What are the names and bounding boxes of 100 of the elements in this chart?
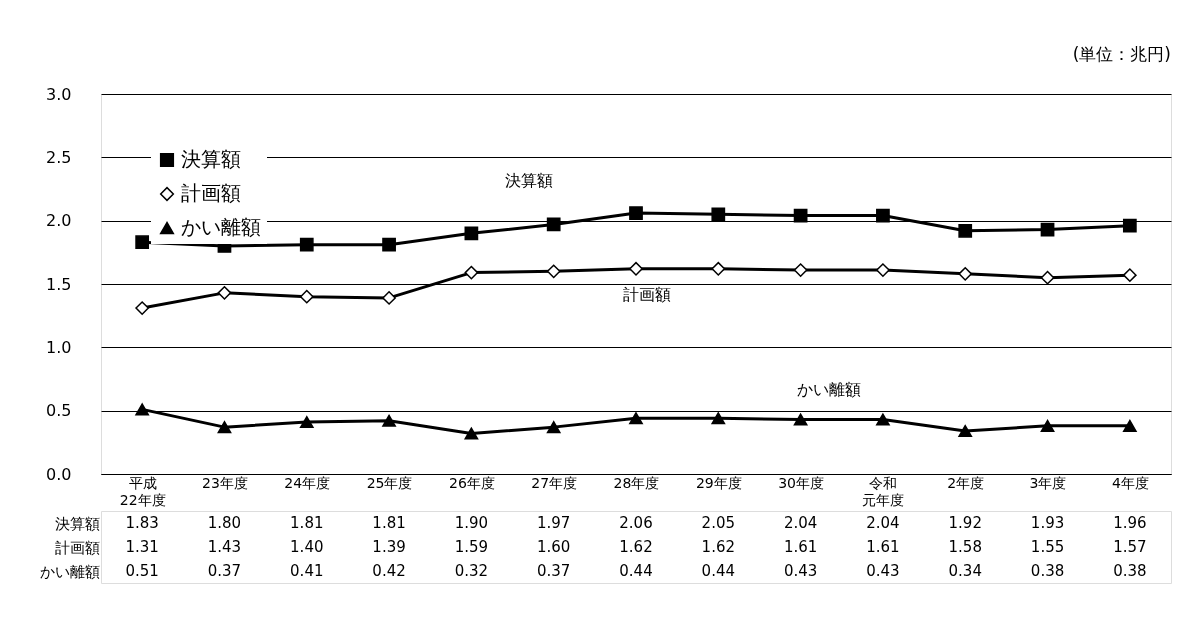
data-label: 1.97 bbox=[536, 514, 571, 532]
annotation: 決算額 bbox=[505, 171, 553, 190]
point bbox=[711, 412, 726, 425]
data-label: 1.92 bbox=[948, 514, 982, 532]
point bbox=[876, 263, 890, 277]
point bbox=[546, 421, 561, 434]
y-tick-label: 2.5 bbox=[46, 147, 72, 167]
data-label: 0.41 bbox=[290, 562, 324, 580]
data-label: 1.57 bbox=[1113, 538, 1147, 556]
data-label: 1.61 bbox=[783, 538, 818, 556]
data-label: 1.60 bbox=[536, 538, 571, 556]
point bbox=[135, 301, 150, 315]
point bbox=[464, 226, 479, 241]
data-label: 1.61 bbox=[866, 538, 900, 556]
legend-label: かい離額 bbox=[181, 215, 261, 239]
data-label: 2.04 bbox=[866, 514, 900, 532]
data-label: 1.39 bbox=[372, 538, 406, 556]
point bbox=[958, 424, 973, 437]
x-tick-label: 23年度 bbox=[202, 474, 248, 491]
point bbox=[711, 207, 726, 222]
point bbox=[876, 208, 890, 223]
data-label: 1.93 bbox=[1030, 514, 1065, 532]
data-label: 0.43 bbox=[783, 562, 818, 580]
point bbox=[135, 235, 150, 250]
x-tick-label: 29年度 bbox=[695, 474, 742, 491]
x-tick-label: 27年度 bbox=[531, 474, 578, 491]
point bbox=[217, 421, 232, 434]
x-tick-label: 2年度 bbox=[947, 474, 985, 491]
annotation: かい離額 bbox=[796, 380, 861, 399]
x-tick-label: 令和元年度 bbox=[862, 474, 905, 508]
point bbox=[464, 427, 479, 440]
data-label: 0.44 bbox=[619, 562, 653, 580]
point bbox=[546, 264, 561, 279]
data-label: 1.31 bbox=[125, 538, 159, 556]
y-tick-label: 1.5 bbox=[46, 274, 72, 294]
legend-label: 決算額 bbox=[181, 147, 241, 171]
point bbox=[1040, 270, 1055, 285]
data-label: 0.38 bbox=[1113, 562, 1147, 580]
data-label: 2.06 bbox=[619, 514, 653, 532]
point bbox=[135, 403, 150, 416]
y-tick-label: 0.5 bbox=[46, 401, 72, 421]
x-tick-label: 24年度 bbox=[284, 474, 331, 491]
data-label: 0.42 bbox=[372, 562, 406, 580]
data-label: 1.43 bbox=[207, 538, 242, 556]
x-tick-label: 4年度 bbox=[1111, 474, 1149, 491]
x-tick-label: 30年度 bbox=[778, 474, 825, 491]
point bbox=[958, 266, 973, 281]
point bbox=[629, 206, 643, 220]
point bbox=[793, 413, 808, 426]
point bbox=[629, 412, 643, 425]
data-label: 1.40 bbox=[290, 538, 324, 556]
x-tick-label: 25年度 bbox=[366, 474, 413, 491]
data-label: 2.04 bbox=[783, 514, 818, 532]
point bbox=[1122, 268, 1137, 283]
data-label: 1.81 bbox=[372, 514, 406, 532]
point bbox=[629, 261, 643, 276]
point bbox=[876, 413, 890, 426]
point bbox=[711, 261, 726, 276]
point bbox=[1040, 222, 1055, 237]
text: かい離額 bbox=[39, 562, 100, 581]
point bbox=[382, 291, 396, 305]
data-label: 1.62 bbox=[619, 538, 653, 556]
data-label: 0.37 bbox=[207, 562, 242, 580]
x-tick-label: 28年度 bbox=[613, 474, 660, 491]
x-tick-label: 平成22年度 bbox=[119, 474, 166, 508]
y-tick-label: 3.0 bbox=[46, 84, 72, 104]
text: (単位：兆円) bbox=[1072, 44, 1171, 64]
data-label: 1.81 bbox=[290, 514, 324, 532]
data-label: 0.37 bbox=[536, 562, 571, 580]
point bbox=[1040, 419, 1055, 432]
point bbox=[1122, 218, 1137, 233]
data-label: 0.34 bbox=[948, 562, 982, 580]
point bbox=[299, 289, 314, 304]
data-label: 0.51 bbox=[125, 562, 159, 580]
text: 決算額 bbox=[54, 514, 100, 533]
point bbox=[382, 237, 396, 252]
data-label: 1.59 bbox=[454, 538, 489, 556]
x-tick-label: 3年度 bbox=[1029, 474, 1067, 491]
data-label: 0.38 bbox=[1030, 562, 1065, 580]
y-tick-label: 1.0 bbox=[46, 337, 72, 357]
point bbox=[217, 285, 232, 300]
data-label: 0.32 bbox=[454, 562, 489, 580]
data-label: 1.80 bbox=[207, 514, 242, 532]
data-label: 0.43 bbox=[866, 562, 900, 580]
data-label: 1.58 bbox=[948, 538, 982, 556]
point bbox=[546, 217, 561, 232]
data-label: 1.55 bbox=[1030, 538, 1065, 556]
point bbox=[1122, 419, 1137, 432]
text: 計画額 bbox=[54, 538, 100, 557]
data-label: 1.90 bbox=[454, 514, 489, 532]
point bbox=[382, 414, 396, 427]
point bbox=[299, 416, 314, 429]
y-tick-label: 2.0 bbox=[46, 211, 72, 231]
point bbox=[299, 237, 314, 252]
x-tick-label: 26年度 bbox=[448, 474, 495, 491]
legend-label: 計画額 bbox=[181, 181, 241, 205]
point bbox=[793, 263, 808, 277]
data-label: 0.44 bbox=[701, 562, 736, 580]
data-label: 2.05 bbox=[701, 514, 736, 532]
data-label: 1.83 bbox=[125, 514, 159, 532]
